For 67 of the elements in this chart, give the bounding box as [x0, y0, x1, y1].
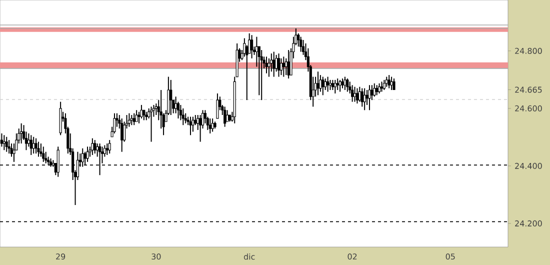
candlestick: [208, 118, 212, 134]
candlestick: [226, 110, 229, 122]
candlestick: [37, 141, 40, 158]
candlestick: [331, 79, 334, 90]
candlestick: [170, 79, 172, 116]
candlestick: [216, 92, 219, 119]
candlestick: [154, 103, 158, 116]
candlestick: [120, 118, 124, 152]
candlestick: [34, 138, 38, 154]
candlestick: [224, 106, 226, 128]
candlestick: [182, 108, 184, 126]
candlestick: [382, 79, 386, 90]
candlestick: [192, 116, 194, 132]
candlestick: [388, 74, 390, 89]
candlestick: [341, 78, 344, 89]
candlestick: [211, 118, 214, 132]
candlestick: [42, 146, 45, 162]
candlestick: [91, 138, 94, 156]
candlestick: [265, 56, 268, 74]
candlestick: [86, 146, 89, 162]
candlestick: [328, 79, 332, 90]
candlestick: [268, 58, 270, 78]
candlestick: [380, 81, 384, 92]
candlestick: [385, 76, 388, 88]
candlestick: [189, 116, 192, 136]
candlestick: [132, 112, 136, 126]
candlestick: [316, 71, 320, 96]
candlestick: [130, 114, 133, 126]
candlestick: [334, 79, 336, 94]
candlestick: [12, 142, 16, 162]
candlestick: [5, 136, 8, 152]
candlestick: [184, 112, 187, 124]
candlestick: [94, 140, 96, 154]
candlestick: [376, 84, 378, 96]
candlestick: [351, 84, 354, 102]
candlestick: [113, 112, 116, 134]
candlestick: [260, 50, 263, 101]
candlestick: [326, 76, 330, 92]
candlestick: [277, 52, 280, 78]
candlestick: [300, 36, 302, 52]
candlestick: [378, 82, 381, 94]
candlestick: [358, 86, 361, 102]
candlestick: [150, 106, 153, 142]
candlestick: [0, 132, 3, 148]
candlestick: [30, 134, 32, 156]
candlestick: [368, 84, 371, 111]
candlestick: [108, 140, 111, 154]
candlestick: [390, 76, 393, 90]
candlestick: [2, 134, 6, 151]
candlestick: [128, 112, 130, 128]
candlestick: [272, 51, 276, 78]
candlestick: [336, 78, 339, 90]
candlestick: [250, 34, 254, 59]
candlestick: [322, 76, 324, 96]
candlestick: [344, 76, 346, 90]
candlestick: [353, 86, 356, 102]
candlestick: [356, 88, 359, 104]
candlestick: [135, 110, 138, 122]
candlestick: [346, 78, 349, 92]
candlestick: [280, 58, 282, 76]
candlestick: [106, 142, 108, 156]
candlestick: [373, 82, 376, 98]
candlestick: [179, 104, 182, 121]
candlestick: [319, 74, 322, 92]
candlestick: [20, 122, 23, 144]
candlestick: [282, 56, 285, 78]
candlestick: [360, 88, 364, 108]
